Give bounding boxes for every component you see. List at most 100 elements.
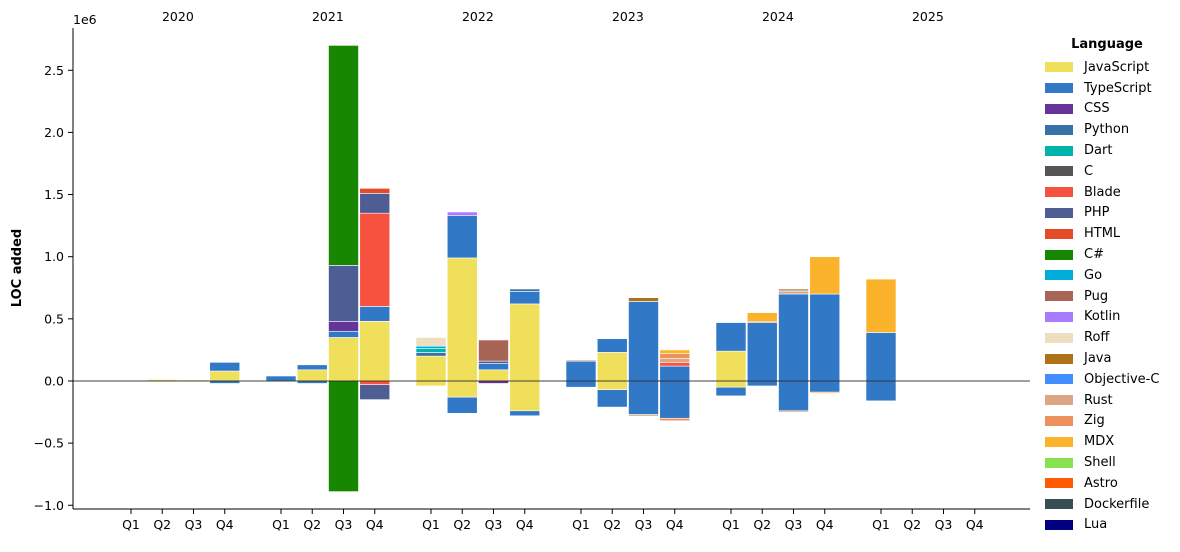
legend-label: Dart — [1084, 143, 1113, 159]
bar-segment — [296, 364, 328, 371]
legend-swatch — [1045, 207, 1073, 218]
bar-segment — [328, 380, 359, 492]
bar-segment — [809, 380, 841, 393]
bar-segment — [359, 306, 391, 322]
y-axis-title: LOC added — [10, 229, 25, 307]
legend-swatch — [1045, 145, 1073, 156]
bar-segment — [596, 380, 628, 390]
bar-segment — [478, 339, 509, 362]
legend-label: Pug — [1084, 288, 1109, 304]
y-tick-label: 0.0 — [44, 373, 64, 388]
bar-segment — [778, 410, 809, 413]
bar-segment — [359, 384, 391, 400]
legend-item: Astro — [1040, 473, 1174, 494]
legend-item: Go — [1040, 265, 1174, 286]
quarter-label: Q3 — [485, 517, 503, 532]
legend-swatch — [1045, 478, 1073, 489]
legend-label: Astro — [1084, 475, 1118, 491]
bar-segment — [446, 380, 478, 398]
bar-segment — [659, 417, 691, 422]
loc-chart: −1.0 −0.5 0.0 0.5 1.0 1.5 2.0 2.5 Q1 Q2 Q3 Q4 Q1 Q2 Q3… — [10, 9, 1030, 532]
plot-area: −1.0 −0.5 0.0 0.5 1.0 1.5 2.0 2.5 Q1 Q2 Q3 Q4 Q1 Q2 Q3… — [34, 9, 1030, 532]
quarter-label: Q4 — [366, 517, 384, 532]
bar-segment — [328, 265, 359, 322]
quarter-label: Q4 — [666, 517, 684, 532]
legend-label: C# — [1084, 247, 1104, 263]
bar-segment — [659, 362, 691, 367]
bar-segment — [659, 380, 691, 419]
y-offset-label: 1e6 — [73, 12, 97, 27]
bar-segment — [509, 380, 541, 412]
bar-segment — [296, 369, 328, 382]
legend-item: C — [1040, 161, 1174, 182]
year-label: 2021 — [312, 9, 344, 24]
bar-segment — [509, 288, 541, 292]
y-tick-label: −1.0 — [34, 498, 64, 513]
quarter-label: Q1 — [872, 517, 890, 532]
year-label: 2022 — [462, 9, 494, 24]
bar-segment — [778, 380, 809, 412]
legend-label: C — [1084, 163, 1094, 179]
bar-segment — [659, 349, 691, 354]
bar-segment — [328, 45, 359, 266]
legend-title: Language — [1071, 37, 1143, 52]
legend-swatch — [1045, 62, 1073, 73]
quarter-label: Q4 — [216, 517, 234, 532]
bar-segment — [778, 291, 809, 295]
y-tick-label: 1.5 — [44, 187, 64, 202]
legend-swatch — [1045, 291, 1073, 302]
legend-item: HTML — [1040, 223, 1174, 244]
quarter-label: Q3 — [935, 517, 953, 532]
bar-segment — [596, 389, 628, 408]
bar-segment — [659, 353, 691, 359]
legend-swatch — [1045, 83, 1073, 94]
quarter-label: Q3 — [635, 517, 653, 532]
bar-segment — [478, 363, 509, 371]
legend-item: Kotlin — [1040, 307, 1174, 328]
legend-item: Rust — [1040, 390, 1174, 411]
legend-swatch — [1045, 187, 1073, 198]
legend-swatch — [1045, 353, 1073, 364]
y-tick-label: 0.5 — [44, 311, 64, 326]
bar-segment — [865, 380, 897, 402]
bar-segment — [415, 355, 447, 382]
legend-item: MDX — [1040, 431, 1174, 452]
bar-segment — [328, 321, 359, 332]
legend-label: MDX — [1084, 434, 1115, 450]
bar-segment — [359, 193, 391, 214]
legend-item: TypeScript — [1040, 78, 1174, 99]
bar-segment — [746, 380, 778, 387]
year-label: 2024 — [762, 9, 794, 24]
y-tick-label: 1.0 — [44, 249, 64, 264]
bar-segment — [715, 322, 747, 352]
legend-swatch — [1045, 166, 1073, 177]
bar-segment — [415, 380, 447, 387]
year-label: 2025 — [912, 9, 944, 24]
legend-item: Lua — [1040, 515, 1174, 536]
legend-swatch — [1045, 374, 1073, 385]
legend-item: CSS — [1040, 99, 1174, 120]
legend-item: Dockerfile — [1040, 494, 1174, 515]
bar-segment — [865, 332, 897, 382]
bar-segment — [628, 380, 659, 415]
quarter-label: Q3 — [785, 517, 803, 532]
quarter-label: Q2 — [453, 517, 471, 532]
quarter-label: Q2 — [903, 517, 921, 532]
bar-segment — [746, 322, 778, 382]
quarter-label: Q2 — [603, 517, 621, 532]
legend-label: Kotlin — [1084, 309, 1121, 325]
legend-label: Shell — [1084, 455, 1116, 471]
legend-swatch — [1045, 332, 1073, 343]
bar-segment — [415, 337, 447, 347]
legend: Language JavaScript TypeScript CSS Python Da… — [1040, 36, 1174, 535]
year-label: 2023 — [612, 9, 644, 24]
legend-label: TypeScript — [1084, 80, 1152, 96]
bar-segment — [809, 391, 841, 394]
bar-segment — [628, 301, 659, 382]
legend-label: PHP — [1084, 205, 1110, 221]
quarter-label: Q2 — [153, 517, 171, 532]
quarter-label: Q1 — [122, 517, 140, 532]
bar-segment — [628, 414, 659, 417]
bar-segment — [565, 380, 597, 388]
legend-swatch — [1045, 395, 1073, 406]
